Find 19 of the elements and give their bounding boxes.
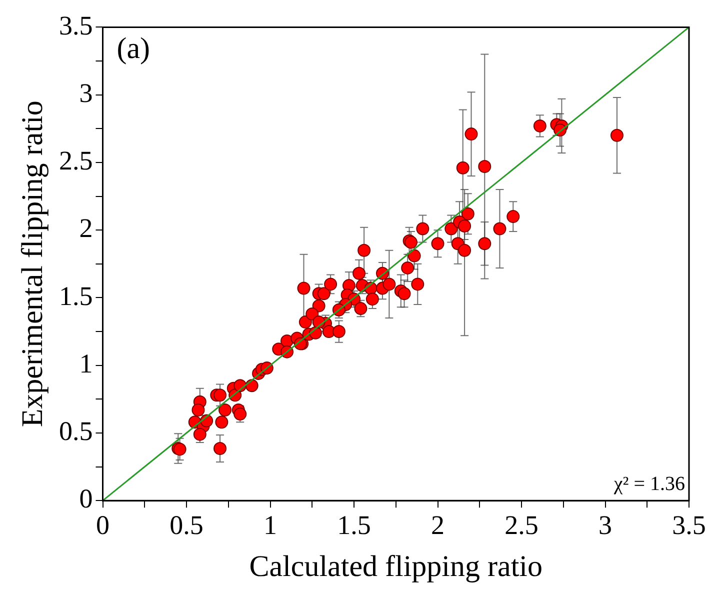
y-tick-label: 0.5 (59, 416, 93, 446)
y-tick-label: 1.5 (59, 280, 93, 311)
y-tick-label: 2 (79, 213, 93, 244)
annotation: χ² = 1.36 (612, 472, 685, 495)
x-tick-label: 3 (598, 510, 612, 540)
x-tick-label: 2.5 (504, 510, 538, 540)
y-tick-label: 0 (79, 484, 93, 514)
x-tick-label: 1 (264, 510, 277, 540)
x-tick-label: 0.5 (170, 510, 204, 540)
x-tick-label: 1.5 (337, 510, 371, 540)
annotation: (a) (116, 32, 150, 66)
y-tick-label: 1 (79, 348, 93, 378)
x-axis-title: Calculated flipping ratio (249, 550, 542, 583)
y-tick-label: 3 (79, 78, 93, 108)
x-tick-label: 3.5 (672, 510, 706, 540)
y-axis-title: Experimental flipping ratio (16, 100, 49, 428)
x-tick-label: 2 (431, 510, 444, 540)
y-tick-label: 2.5 (59, 146, 93, 176)
y-tick-label: 3.5 (59, 10, 93, 40)
